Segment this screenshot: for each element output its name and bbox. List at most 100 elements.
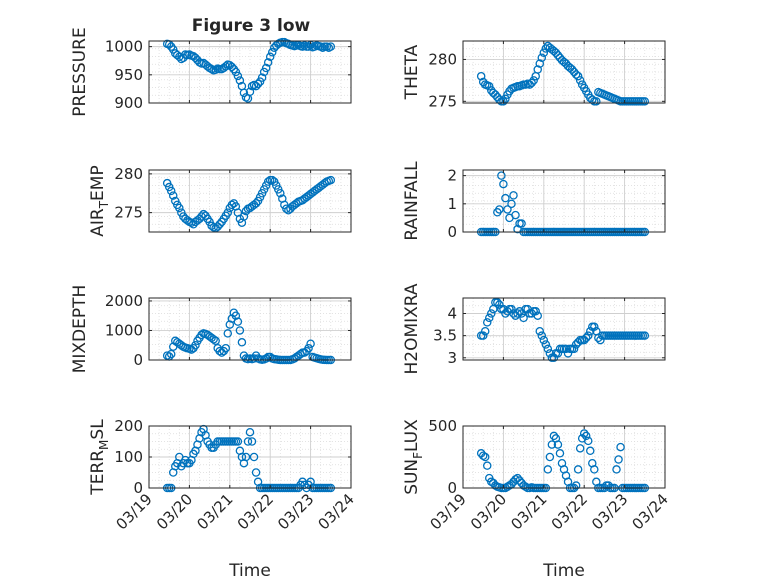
subplot-2: 275 280 THETA	[402, 40, 666, 110]
data-point	[592, 97, 601, 106]
data-point	[616, 442, 625, 452]
data-point	[245, 427, 255, 437]
data-point	[241, 452, 251, 462]
data-point	[555, 449, 565, 458]
y-axis-label-rest: LUX	[402, 419, 422, 452]
data-point	[553, 440, 563, 449]
axis-box	[462, 169, 666, 233]
data-point	[614, 455, 623, 464]
data-point	[640, 331, 650, 340]
y-axis-label-main: SUN	[402, 459, 422, 495]
data-point	[571, 481, 581, 490]
data-point	[575, 76, 585, 85]
data-point	[215, 219, 224, 229]
y-tick-label: 275	[114, 204, 143, 222]
data-point	[267, 48, 277, 57]
y-axis-label-rest: SL	[88, 419, 108, 440]
data-series	[162, 37, 336, 103]
data-point	[276, 188, 285, 198]
y-tick-label: 500	[428, 417, 457, 435]
data-point	[221, 62, 231, 71]
data-point	[543, 344, 553, 354]
subplot-1: 900 950 1000 PRESSURE	[70, 27, 352, 117]
data-point	[480, 452, 490, 462]
y-axis-label: AIRTEMP	[88, 165, 111, 236]
y-axis-label-subscript: F	[411, 452, 425, 459]
y-tick-label: 100	[114, 448, 143, 466]
data-point	[253, 79, 263, 89]
data-point	[499, 179, 508, 189]
data-point	[249, 452, 259, 462]
data-point	[304, 343, 313, 353]
data-point	[541, 340, 551, 349]
data-point	[581, 431, 591, 441]
data-point	[517, 219, 526, 228]
axis-box	[148, 169, 352, 233]
data-point	[166, 186, 176, 196]
y-tick-label: 0	[133, 479, 143, 497]
data-series	[162, 308, 336, 365]
data-point	[507, 199, 516, 209]
axis-box	[462, 297, 666, 361]
data-point	[168, 45, 178, 54]
subplot-4: 0 1 2 RAINFALL	[402, 161, 666, 241]
data-point	[263, 177, 273, 186]
data-point	[501, 193, 510, 203]
data-point	[239, 212, 249, 221]
y-axis-label-main: AIR	[88, 208, 108, 237]
data-point	[521, 482, 530, 492]
data-point	[223, 208, 233, 217]
data-series	[162, 424, 336, 493]
data-point	[221, 343, 231, 353]
data-point	[509, 191, 518, 200]
data-point	[227, 200, 237, 210]
data-series	[162, 175, 336, 233]
data-point	[573, 465, 583, 474]
y-tick-label: 1000	[105, 38, 143, 56]
data-point	[482, 318, 492, 327]
data-point	[583, 331, 593, 340]
data-point	[485, 313, 494, 323]
data-series	[476, 298, 650, 363]
data-point	[547, 440, 557, 449]
data-point	[640, 97, 650, 106]
data-point	[245, 87, 255, 96]
data-point	[499, 304, 508, 314]
data-point	[480, 326, 490, 336]
data-point	[233, 437, 243, 446]
data-point	[263, 58, 273, 67]
data-point	[541, 44, 551, 53]
data-point	[247, 437, 257, 446]
data-point	[166, 349, 176, 359]
x-axis-label: Time	[542, 561, 585, 581]
y-axis-label-rest: EMP	[88, 165, 108, 201]
data-point	[515, 476, 524, 485]
data-point	[531, 307, 540, 316]
axis-box	[148, 297, 352, 361]
y-tick-label: 275	[428, 92, 457, 110]
y-tick-label: 950	[114, 66, 143, 84]
data-point	[482, 461, 492, 470]
data-point	[233, 317, 243, 326]
data-point	[168, 191, 178, 200]
data-point	[485, 81, 494, 91]
data-point	[519, 313, 528, 323]
y-axis-label: H2OMIXRA	[402, 283, 422, 374]
y-axis-label: PRESSURE	[70, 27, 90, 116]
data-point	[539, 335, 549, 345]
data-point	[251, 468, 261, 477]
axis-box	[462, 40, 666, 104]
data-point	[545, 452, 555, 462]
data-point	[575, 444, 585, 453]
data-point	[497, 171, 506, 180]
data-point	[537, 331, 547, 340]
data-point	[235, 76, 245, 85]
y-tick-label: 4	[447, 305, 457, 323]
data-point	[227, 62, 237, 72]
data-point	[233, 71, 243, 81]
axis-box	[148, 40, 352, 104]
data-point	[590, 322, 599, 332]
data-point	[535, 59, 545, 68]
data-point	[551, 48, 561, 57]
